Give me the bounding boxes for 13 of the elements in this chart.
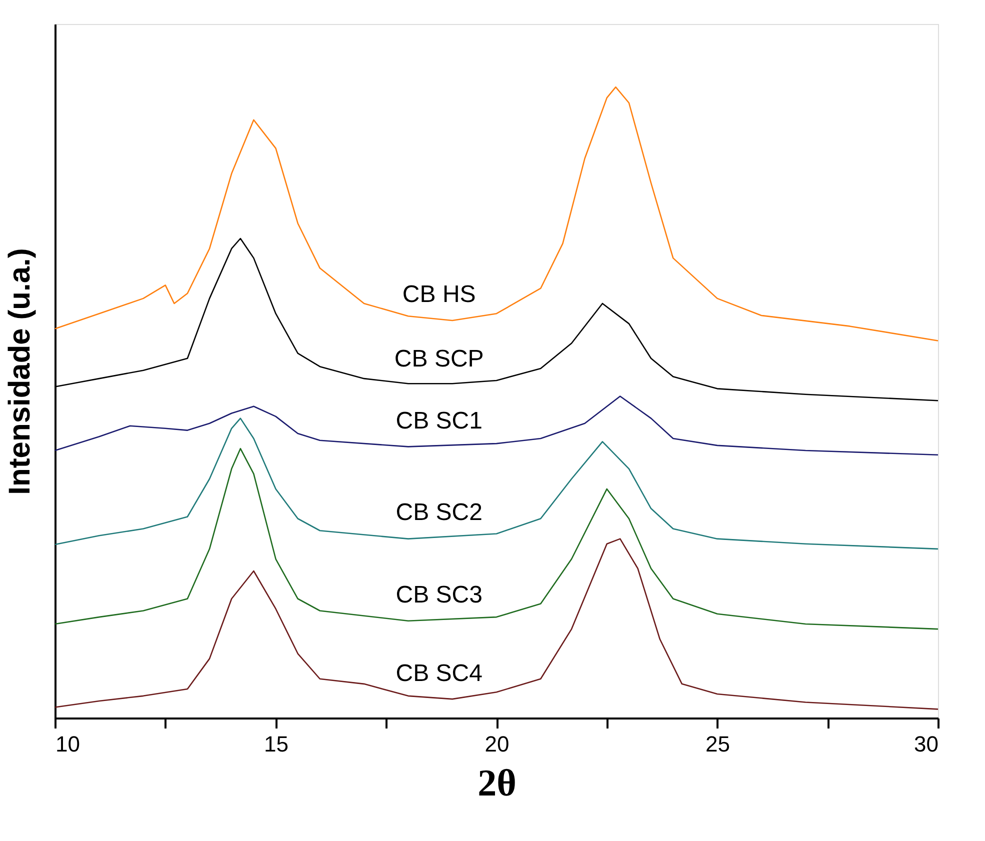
series-label: CB HS xyxy=(402,281,476,308)
x-tick-label: 30 xyxy=(914,732,938,756)
x-axis-title: 2θ xyxy=(478,762,516,804)
series-label: CB SCP xyxy=(394,346,484,373)
series-label: CB SC3 xyxy=(396,582,482,609)
x-tick-label: 25 xyxy=(706,732,730,756)
x-tick-label: 20 xyxy=(484,732,510,756)
x-tick-label: 15 xyxy=(264,732,288,756)
series-label: CB SC1 xyxy=(396,408,482,435)
series-label: CB SC2 xyxy=(396,499,482,526)
y-axis-title: Intensidade (u.a.) xyxy=(4,248,36,495)
x-tick-label: 10 xyxy=(56,732,80,756)
series-label: CB SC4 xyxy=(396,660,482,688)
